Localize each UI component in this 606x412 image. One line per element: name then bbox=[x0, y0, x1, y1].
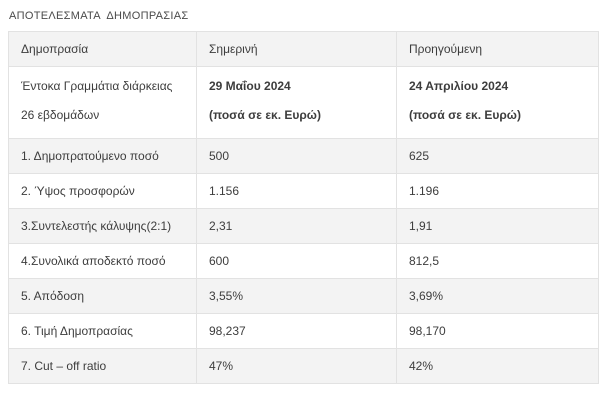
cell-current: 600 bbox=[196, 243, 397, 279]
cell-previous: 1,91 bbox=[396, 208, 599, 244]
table-row-yield: 5. Απόδοση 3,55% 3,69% bbox=[8, 278, 599, 314]
previous-auction-date: 24 Απριλίου 2024 bbox=[409, 79, 509, 93]
cell-label: 1. Δημοπρατούμενο ποσό bbox=[8, 138, 197, 174]
cell-label: 3.Συντελεστής κάλυψης(2:1) bbox=[8, 208, 197, 244]
cell-current: 98,237 bbox=[196, 313, 397, 349]
header-cell-current: Σημερινή bbox=[196, 31, 397, 67]
auction-results-table: Δημοπρασία Σημερινή Προηγούμενη Έντοκα Γ… bbox=[8, 31, 599, 384]
table-row-bids-amount: 2. Ύψος προσφορών 1.156 1.196 bbox=[8, 173, 599, 209]
previous-units-note: (ποσά σε εκ. Ευρώ) bbox=[409, 108, 521, 122]
cell-label: 5. Απόδοση bbox=[8, 278, 197, 314]
current-units-note: (ποσά σε εκ. Ευρώ) bbox=[209, 108, 321, 122]
current-auction-date: 29 Μαΐου 2024 bbox=[209, 79, 291, 93]
header-row: Δημοπρασία Σημερινή Προηγούμενη bbox=[8, 31, 599, 67]
table-row-auction-price: 6. Τιμή Δημοπρασίας 98,237 98,170 bbox=[8, 313, 599, 349]
cell-label: 7. Cut – off ratio bbox=[8, 348, 197, 384]
cell-previous: 812,5 bbox=[396, 243, 599, 279]
cell-previous-date: 24 Απριλίου 2024 (ποσά σε εκ. Ευρώ) bbox=[396, 66, 599, 139]
cell-previous: 1.196 bbox=[396, 173, 599, 209]
table-row-accepted-amount: 4.Συνολικά αποδεκτό ποσό 600 812,5 bbox=[8, 243, 599, 279]
page: ΑΠΟΤΕΛΕΣΜΑΤΑ ΔΗΜΟΠΡΑΣΙΑΣ Δημοπρασία Σημε… bbox=[8, 10, 599, 384]
header-cell-auction: Δημοπρασία bbox=[8, 31, 197, 67]
cell-current: 1.156 bbox=[196, 173, 397, 209]
cell-current: 2,31 bbox=[196, 208, 397, 244]
cell-previous: 3,69% bbox=[396, 278, 599, 314]
cell-previous: 625 bbox=[396, 138, 599, 174]
cell-current: 3,55% bbox=[196, 278, 397, 314]
cell-current-date: 29 Μαΐου 2024 (ποσά σε εκ. Ευρώ) bbox=[196, 66, 397, 139]
page-title: ΑΠΟΤΕΛΕΣΜΑΤΑ ΔΗΜΟΠΡΑΣΙΑΣ bbox=[9, 10, 189, 22]
cell-previous: 98,170 bbox=[396, 313, 599, 349]
table-row-coverage-ratio: 3.Συντελεστής κάλυψης(2:1) 2,31 1,91 bbox=[8, 208, 599, 244]
security-duration: 26 εβδομάδων bbox=[21, 108, 100, 122]
cell-current: 47% bbox=[196, 348, 397, 384]
cell-previous: 42% bbox=[396, 348, 599, 384]
cell-label: 6. Τιμή Δημοπρασίας bbox=[8, 313, 197, 349]
table-row-auctioned-amount: 1. Δημοπρατούμενο ποσό 500 625 bbox=[8, 138, 599, 174]
cell-label: 2. Ύψος προσφορών bbox=[8, 173, 197, 209]
table-row-cutoff-ratio: 7. Cut – off ratio 47% 42% bbox=[8, 348, 599, 384]
cell-security-description: Έντοκα Γραμμάτια διάρκειας 26 εβδομάδων bbox=[8, 66, 197, 139]
cell-current: 500 bbox=[196, 138, 397, 174]
subheader-row: Έντοκα Γραμμάτια διάρκειας 26 εβδομάδων … bbox=[8, 66, 599, 139]
security-name: Έντοκα Γραμμάτια διάρκειας bbox=[21, 79, 173, 93]
header-cell-previous: Προηγούμενη bbox=[396, 31, 599, 67]
cell-label: 4.Συνολικά αποδεκτό ποσό bbox=[8, 243, 197, 279]
